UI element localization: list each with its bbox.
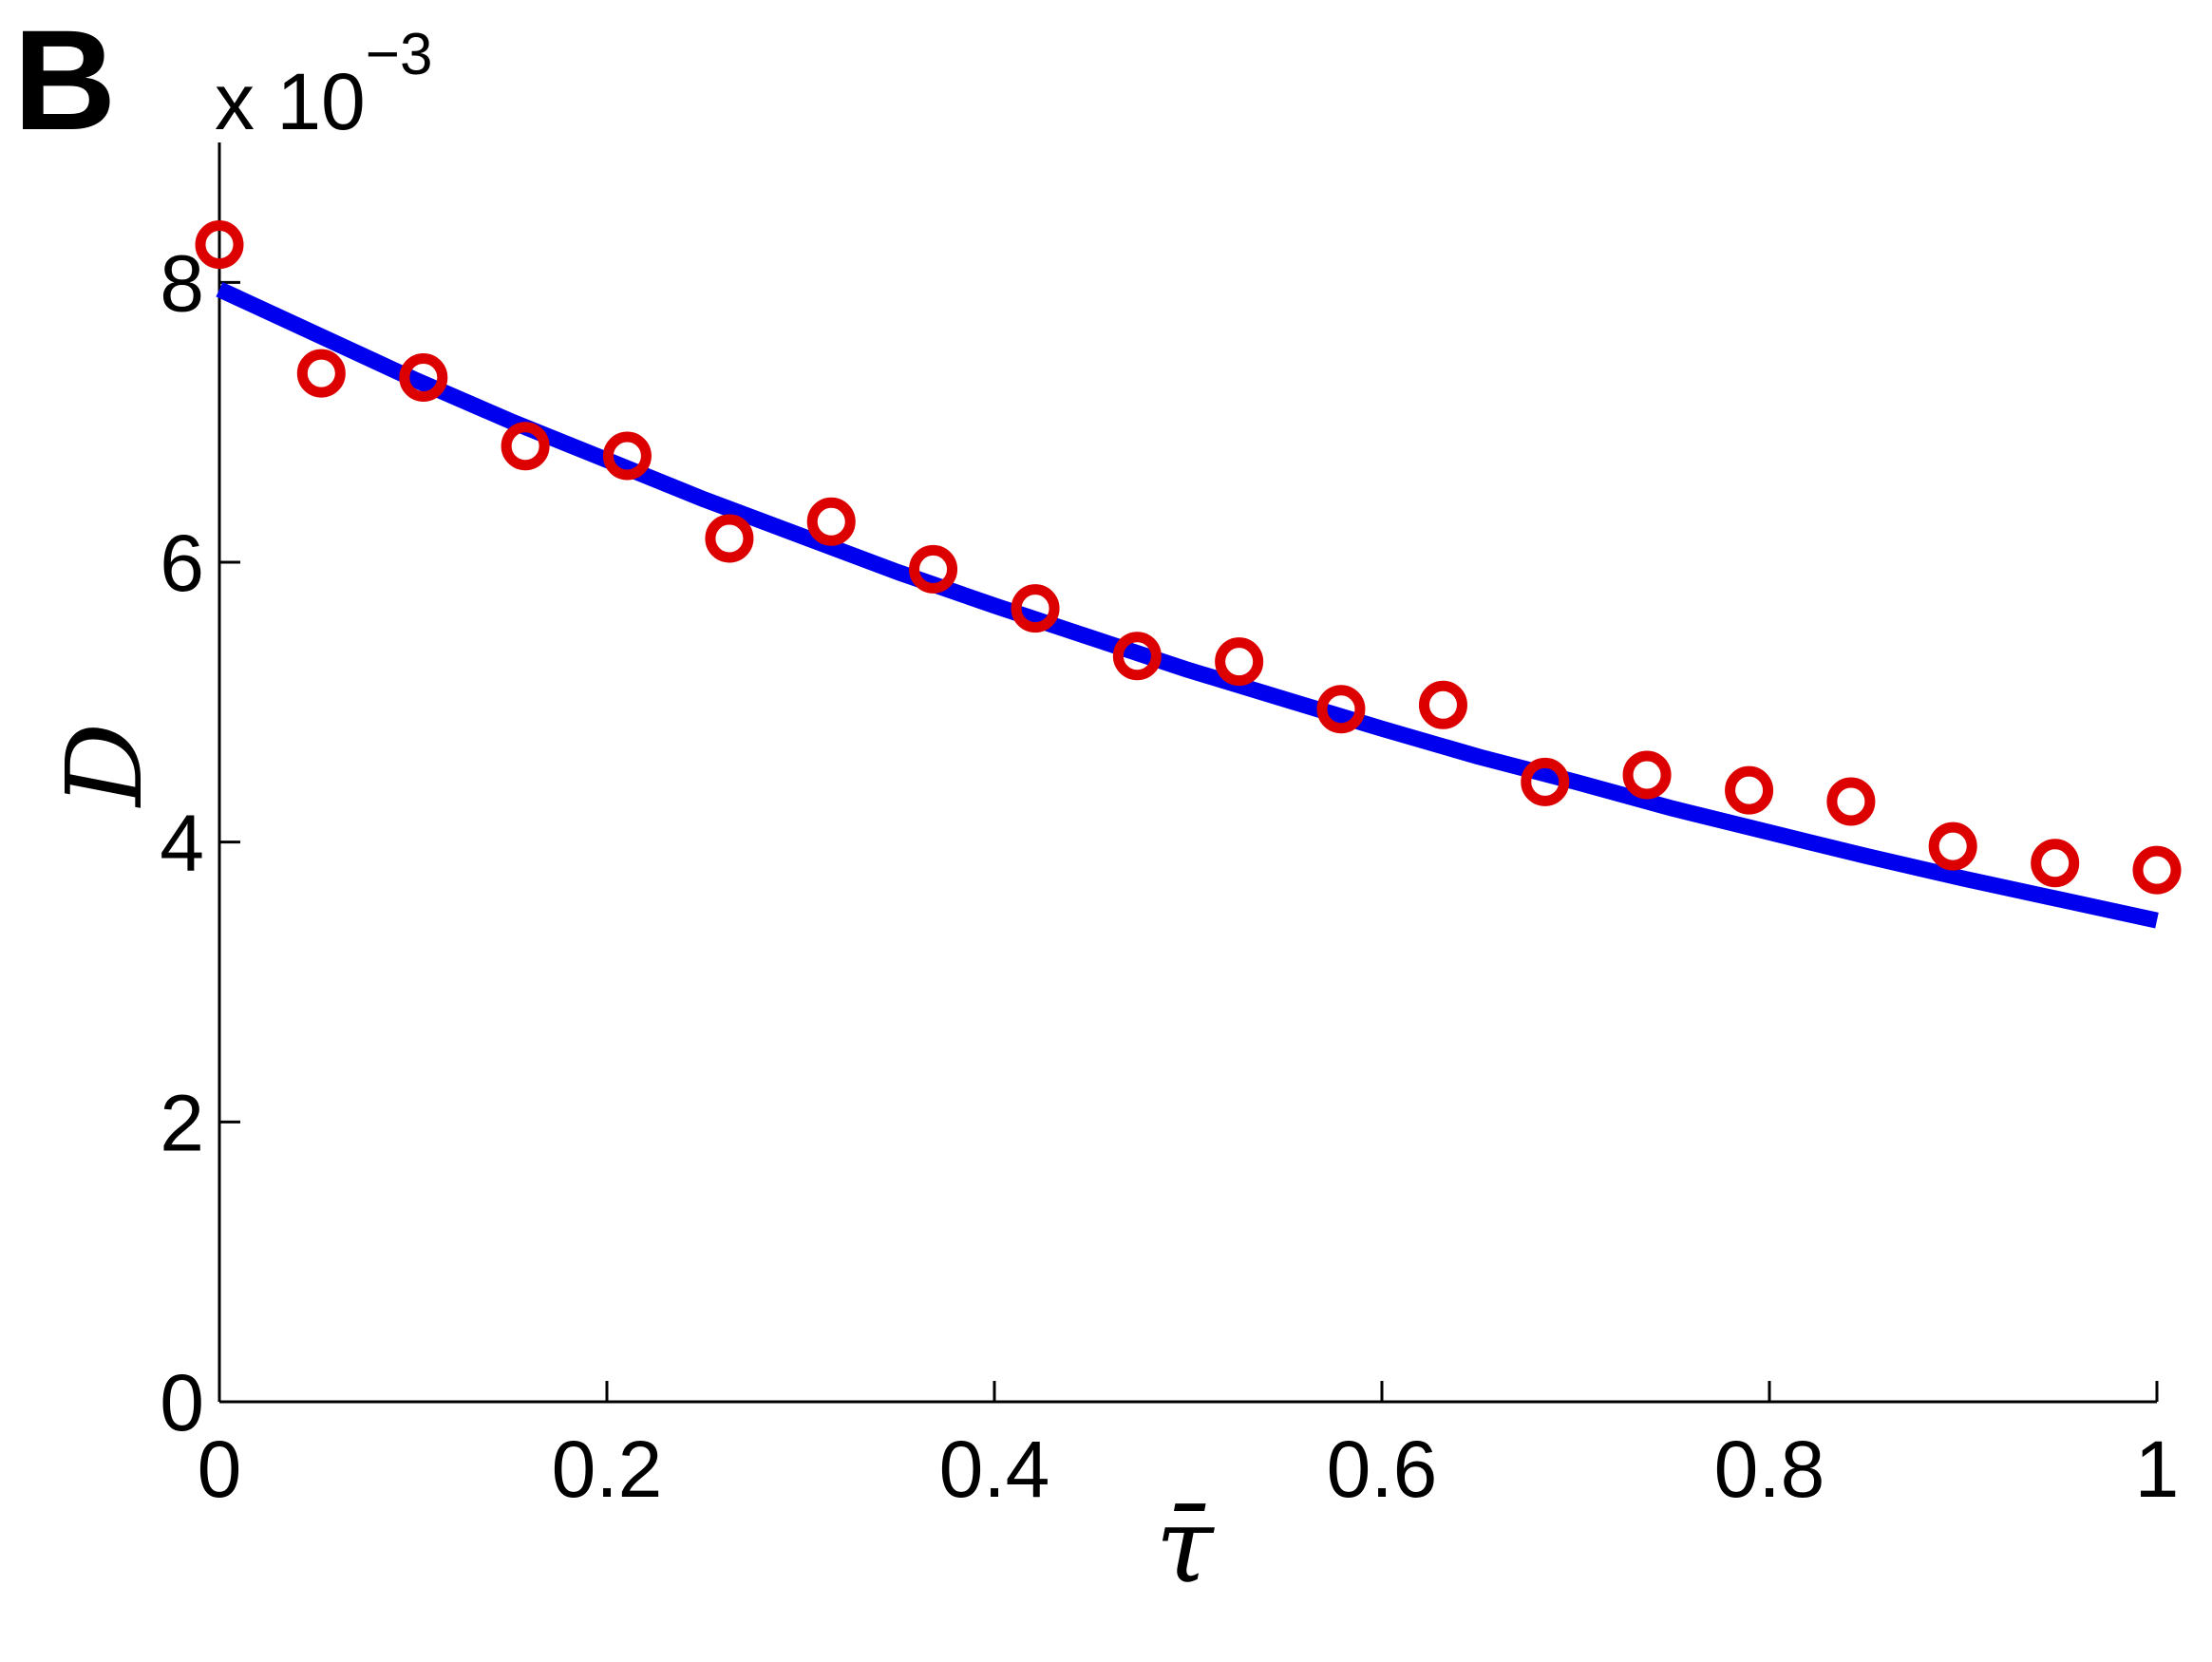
data-point — [399, 353, 448, 403]
y-scale-base: x 10 — [215, 57, 366, 146]
data-point — [1521, 757, 1570, 806]
data-point — [1112, 632, 1162, 681]
data-point — [909, 544, 958, 594]
data-point — [1622, 750, 1672, 800]
y-scale-factor: x 10−3 — [215, 22, 432, 146]
data-point — [1011, 584, 1060, 633]
data-point — [1215, 637, 1264, 687]
data-point — [195, 220, 244, 270]
data-point — [296, 349, 346, 398]
data-point — [806, 497, 856, 546]
data-point — [501, 422, 550, 471]
x-tick-label: 0.8 — [1714, 1425, 1825, 1514]
data-point — [1418, 680, 1467, 729]
y-axis-label: D — [44, 723, 165, 808]
y-tick-label: 2 — [160, 1078, 204, 1167]
axes: 0 0.2 0.4 0.6 0.8 1 0 2 4 6 8 — [160, 142, 2179, 1514]
data-point — [602, 431, 652, 481]
y-tick-label: 8 — [160, 238, 204, 328]
y-tick-label: 6 — [160, 519, 204, 608]
y-tick-label: 4 — [160, 799, 204, 888]
data-point — [2132, 845, 2182, 895]
data-point — [2031, 839, 2080, 888]
fit-line — [216, 281, 2159, 929]
data-point — [705, 514, 754, 563]
data-point — [1826, 777, 1876, 826]
x-tick-label: 0.2 — [552, 1425, 663, 1514]
x-tick-label: 0.4 — [939, 1425, 1050, 1514]
x-axis-label: τ̄ — [1156, 1484, 1216, 1606]
data-markers-layer — [195, 220, 2182, 895]
fit-line-layer — [216, 281, 2159, 929]
data-point — [1928, 822, 1977, 871]
y-tick-label: 0 — [160, 1358, 204, 1447]
y-scale-exponent: −3 — [366, 22, 433, 87]
x-tick-label: 1 — [2135, 1425, 2180, 1514]
x-tick-label: 0 — [198, 1425, 242, 1514]
data-point — [1725, 765, 1774, 815]
panel-label: B — [13, 0, 116, 160]
x-tick-label: 0.6 — [1327, 1425, 1438, 1514]
data-point — [1316, 685, 1366, 734]
